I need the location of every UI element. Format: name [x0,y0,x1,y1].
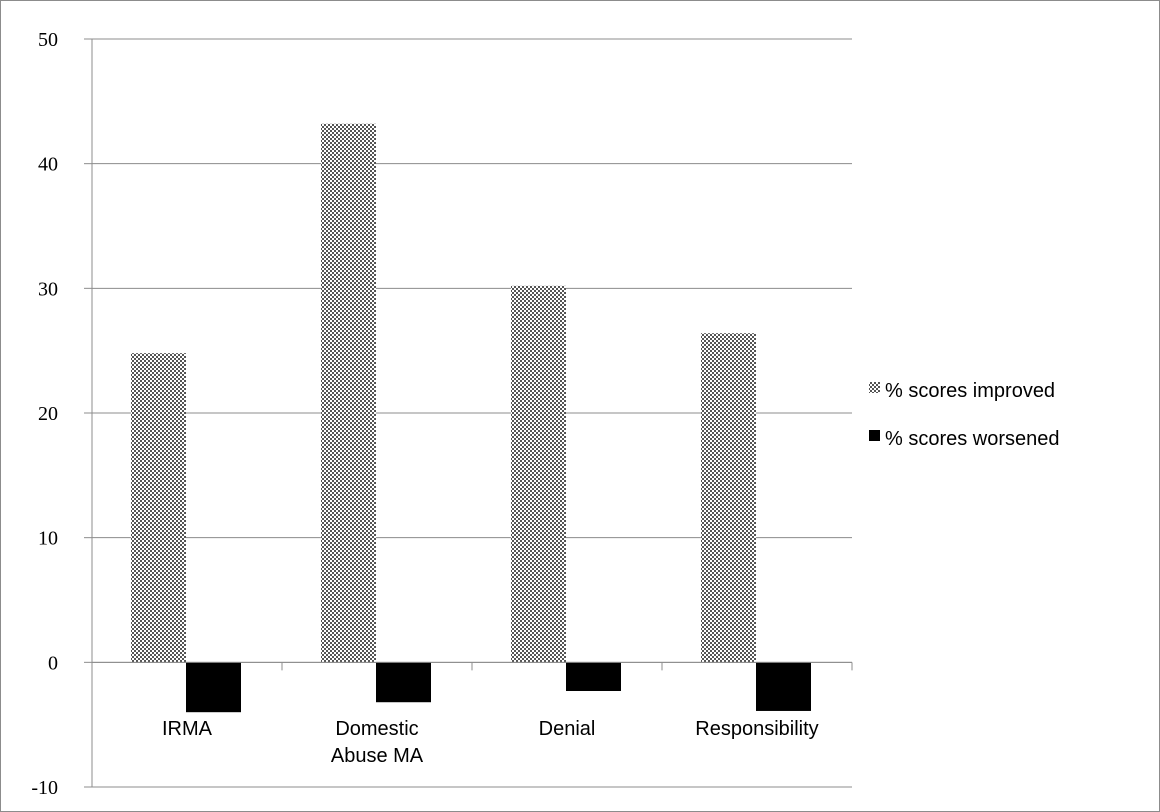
y-tick-label: 50 [38,29,58,51]
bar-improved [511,285,566,663]
legend-label-worsened: % scores worsened [885,428,1060,450]
labels: -10 0 10 20 30 40 50 IRMA Domestic Abuse MA Denial… [31,29,818,799]
y-tick-label: 0 [48,652,58,674]
legend-swatch-improved [869,382,880,393]
category-label-line: Responsibility [695,718,818,740]
legend: % scores improved % scores worsened [869,380,1060,450]
bar-worsened [756,662,811,711]
y-tick-label: 40 [38,154,58,176]
legend-label-improved: % scores improved [885,380,1055,402]
y-tick-label: 20 [38,403,58,425]
bar-improved [131,353,186,663]
category-label: Domestic Abuse MA [331,718,424,767]
legend-swatch-worsened [869,430,880,441]
category-label-line: Denial [539,718,596,740]
category-label: IRMA [162,718,213,740]
category-label-line: Abuse MA [331,745,424,767]
bar-improved [701,333,756,663]
axes [84,38,853,788]
bar-worsened [376,662,431,703]
bar-worsened [186,662,241,713]
category-label: Responsibility [695,718,818,740]
y-tick-label: 10 [38,528,58,550]
y-tick-label: -10 [31,777,58,799]
category-label-line: IRMA [162,718,213,740]
bar-improved [321,123,376,663]
category-label: Denial [539,718,596,740]
y-tick-label: 30 [38,278,58,300]
category-label-line: Domestic [335,718,418,740]
bars [131,123,811,713]
bar-worsened [566,662,621,692]
